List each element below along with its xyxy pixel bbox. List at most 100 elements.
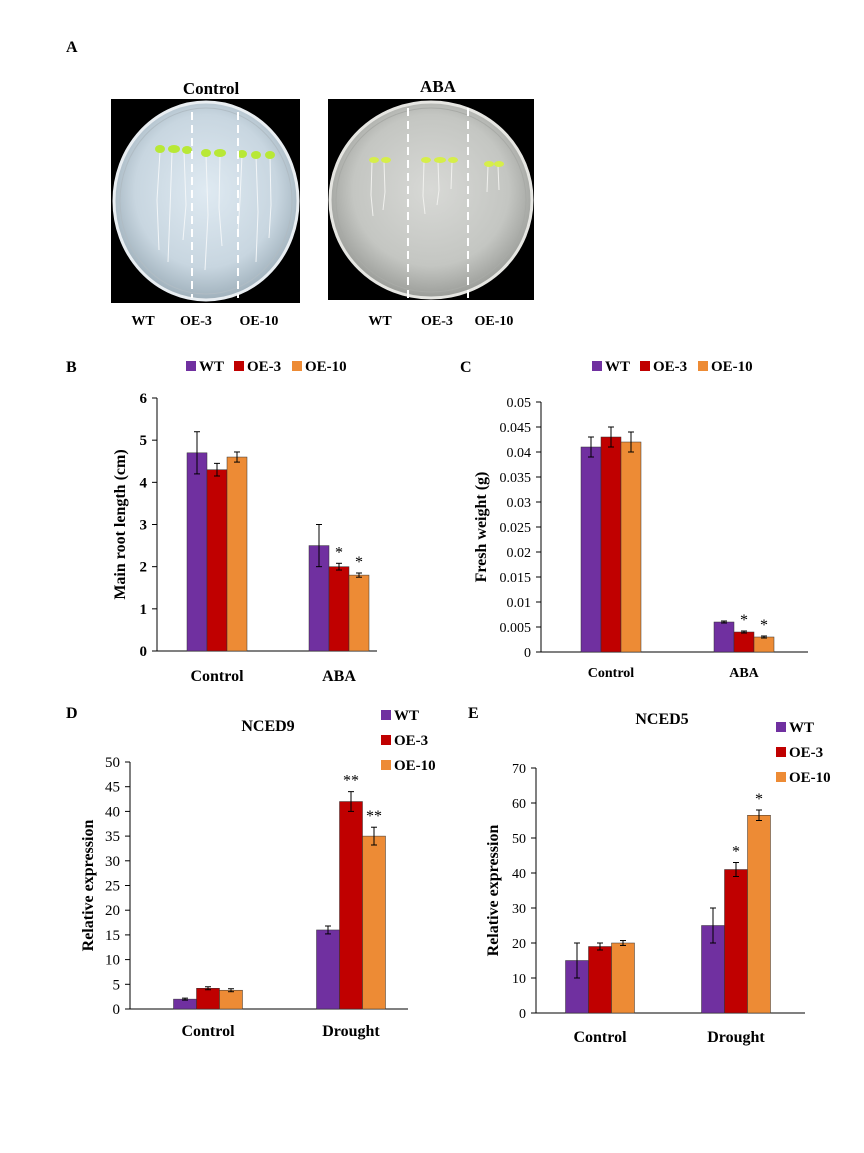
significance-marker: * — [732, 844, 740, 861]
y-tick-label: 30 — [105, 854, 120, 870]
bar-wt — [713, 621, 735, 653]
panel-letter: C — [460, 359, 472, 376]
y-tick-label: 30 — [512, 902, 526, 917]
x-category-label: Drought — [707, 1029, 765, 1046]
legend-label: WT — [789, 720, 814, 736]
chart-b: B 0 1 2 3 4 5 6 Main root length (cm) Control ABA *… — [66, 359, 377, 685]
y-axis-label: Relative expression — [80, 820, 97, 952]
y-tick-label: 40 — [512, 867, 526, 882]
x-category-label: Control — [573, 1029, 627, 1046]
y-tick-label: 25 — [105, 879, 120, 895]
y-tick-label: 10 — [512, 972, 526, 987]
y-tick-label: 35 — [105, 829, 120, 845]
x-category-label: Control — [190, 668, 244, 685]
legend-label: OE-3 — [247, 359, 281, 375]
y-tick-label: 70 — [512, 762, 526, 777]
y-tick-label: 50 — [512, 832, 526, 847]
y-tick-label: 0 — [519, 1007, 526, 1022]
panel-letter: D — [66, 705, 78, 722]
y-tick-label: 0.025 — [500, 521, 532, 536]
chart-e: E NCED5 0 10 20 30 40 50 60 70 Relative expression… — [468, 705, 831, 1046]
y-tick-label: 0.03 — [507, 496, 532, 511]
bar-oe-3 — [724, 869, 748, 1014]
y-tick-label: 15 — [105, 928, 120, 944]
bar-wt — [580, 446, 602, 653]
legend-swatch-oe-3 — [776, 747, 786, 757]
y-axis-label: Fresh weight (g) — [473, 472, 490, 583]
petri-dish — [328, 100, 534, 300]
legend-label: OE-3 — [394, 733, 428, 749]
plate-title-aba: ABA — [420, 77, 457, 96]
legend-label: WT — [199, 359, 224, 375]
legend: WT OE-3 OE-10 — [381, 708, 436, 774]
y-tick-label: 0.035 — [500, 471, 532, 486]
significance-marker: * — [335, 544, 343, 561]
y-tick-label: 0.02 — [507, 546, 532, 561]
y-tick-label: 3 — [140, 518, 148, 534]
bar-oe-3 — [206, 469, 228, 652]
bar-wt — [186, 452, 208, 652]
plate-aba: ABA WT OE-3 OE-10 — [328, 77, 534, 329]
chart-d: D NCED9 0 5 10 15 20 25 30 35 40 45 50 Relative expre… — [66, 705, 436, 1040]
legend-swatch-wt — [381, 710, 391, 720]
petri-dish — [112, 100, 300, 302]
y-tick-label: 0.01 — [507, 596, 532, 611]
legend-swatch-wt — [776, 722, 786, 732]
bar-oe-10 — [362, 835, 386, 1010]
y-tick-label: 10 — [105, 953, 120, 969]
plate-title-control: Control — [183, 79, 240, 98]
bar-oe-10 — [611, 942, 635, 1014]
y-tick-label: 5 — [140, 433, 148, 449]
bar-oe-3 — [339, 801, 363, 1010]
significance-marker: * — [755, 791, 763, 808]
bar-oe-10 — [753, 636, 775, 653]
y-tick-label: 20 — [512, 937, 526, 952]
plate-label: WT — [368, 314, 392, 329]
significance-marker: * — [760, 617, 768, 634]
legend-swatch-oe-3 — [234, 361, 244, 371]
y-tick-label: 0.045 — [500, 421, 532, 436]
panel-letter: E — [468, 705, 479, 722]
x-category-label: ABA — [322, 668, 356, 685]
y-axis-label: Relative expression — [485, 825, 502, 957]
legend-label: OE-10 — [711, 359, 753, 375]
y-tick-label: 50 — [105, 755, 120, 771]
significance-marker: ** — [343, 773, 359, 790]
bar-oe-10 — [747, 815, 771, 1014]
y-tick-label: 0.04 — [507, 446, 532, 461]
significance-marker: * — [355, 554, 363, 571]
leaves-aba — [369, 157, 504, 167]
bar-oe-10 — [226, 456, 248, 652]
legend-swatch-oe-10 — [292, 361, 302, 371]
x-category-label: Drought — [322, 1023, 380, 1040]
y-tick-label: 0.015 — [500, 571, 532, 586]
legend: WT OE-3 OE-10 — [186, 359, 347, 375]
x-category-label: ABA — [729, 666, 759, 681]
bar-oe-3 — [600, 436, 622, 653]
y-tick-label: 20 — [105, 903, 120, 919]
legend: WT OE-3 OE-10 — [776, 720, 831, 786]
x-category-label: Control — [588, 666, 635, 681]
panel-letter-a: A — [66, 39, 78, 56]
y-tick-label: 4 — [140, 475, 148, 491]
legend-label: WT — [394, 708, 419, 724]
y-tick-label: 60 — [512, 797, 526, 812]
chart-title: NCED9 — [241, 718, 294, 735]
bar-wt — [316, 929, 340, 1010]
bar-oe-10 — [219, 989, 243, 1010]
bar-oe-3 — [196, 988, 220, 1010]
plate-label: OE-10 — [475, 314, 514, 329]
chart-title: NCED5 — [635, 711, 688, 728]
y-tick-label: 6 — [140, 391, 148, 407]
y-tick-label: 2 — [140, 560, 148, 576]
plate-label: OE-10 — [240, 314, 279, 329]
y-tick-label: 0 — [524, 646, 531, 661]
panel-letter: B — [66, 359, 77, 376]
y-tick-label: 40 — [105, 804, 120, 820]
chart-c: C 0 0.005 0.01 0.015 0.02 0.025 0.03 0.035 0.04 0.… — [460, 359, 808, 681]
bar-oe-3 — [328, 566, 350, 652]
bar-oe-10 — [348, 574, 370, 652]
y-tick-label: 5 — [113, 977, 121, 993]
